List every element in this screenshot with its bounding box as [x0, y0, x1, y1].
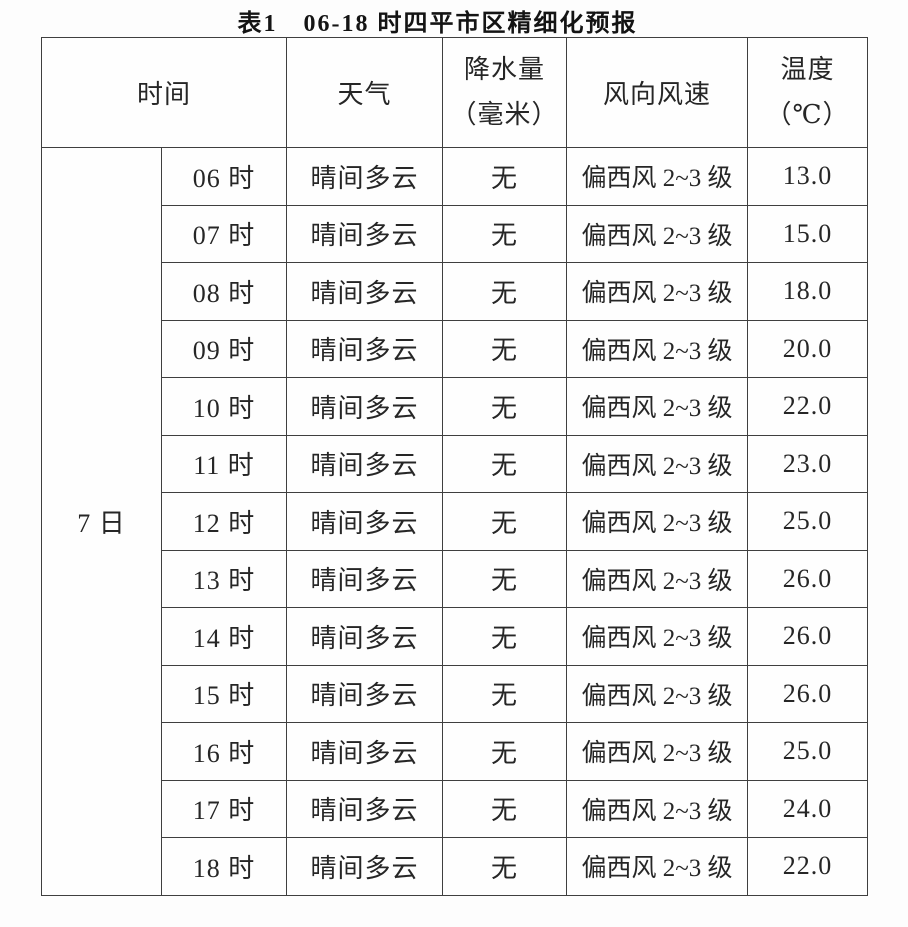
hour-cell: 18 时 — [160, 837, 288, 896]
header-row: 时间 天气 降水量 （毫米） 风向风速 温度 （℃） — [40, 37, 869, 148]
temp-cell: 25.0 — [747, 492, 869, 551]
table-title: 表1 06-18 时四平市区精细化预报 — [237, 11, 638, 37]
wind-cell: 偏西风 2~3 级 — [566, 377, 749, 436]
weather-cell: 晴间多云 — [286, 147, 444, 206]
precipitation-cell: 无 — [442, 664, 568, 723]
table-row: 18 时晴间多云无偏西风 2~3 级 22.0 — [42, 837, 869, 896]
temp-cell: 15.0 — [747, 204, 869, 263]
hour-cell: 15 时 — [160, 664, 288, 723]
date-cell: 7 日 — [41, 147, 162, 896]
weather-cell: 晴间多云 — [286, 434, 444, 493]
temp-cell: 22.0 — [747, 837, 869, 896]
col-header-wind: 风向风速 — [566, 37, 749, 148]
precipitation-cell: 无 — [442, 549, 568, 608]
wind-cell: 偏西风 2~3 级 — [566, 837, 749, 896]
temp-cell: 20.0 — [747, 319, 869, 378]
forecast-table: 时间 天气 降水量 （毫米） 风向风速 温度 （℃） 7 日 06 时晴间多云无偏… — [40, 37, 869, 896]
wind-cell: 偏西风 2~3 级 — [566, 204, 749, 263]
weather-cell: 晴间多云 — [286, 779, 444, 838]
precipitation-cell: 无 — [442, 319, 568, 378]
table-row: 13 时晴间多云无偏西风 2~3 级 26.0 — [42, 549, 869, 608]
col-header-precipitation-line2: （毫米） — [450, 99, 559, 129]
hour-cell: 09 时 — [160, 319, 288, 378]
weather-cell: 晴间多云 — [286, 549, 444, 608]
hour-cell: 06 时 — [160, 147, 288, 206]
temp-cell: 26.0 — [747, 664, 869, 723]
table-row: 09 时晴间多云无偏西风 2~3 级 20.0 — [42, 319, 869, 378]
wind-cell: 偏西风 2~3 级 — [566, 262, 749, 321]
table-row: 14 时晴间多云无偏西风 2~3 级 26.0 — [42, 607, 869, 666]
hour-cell: 07 时 — [160, 204, 288, 263]
weather-cell: 晴间多云 — [286, 319, 444, 378]
col-header-weather: 天气 — [286, 37, 444, 148]
weather-cell: 晴间多云 — [286, 377, 444, 436]
hour-cell: 10 时 — [160, 377, 288, 436]
precipitation-cell: 无 — [442, 492, 568, 551]
table-row: 17 时晴间多云无偏西风 2~3 级 24.0 — [42, 779, 869, 838]
table-row: 15 时晴间多云无偏西风 2~3 级 26.0 — [42, 664, 869, 723]
forecast-table-body: 7 日 06 时晴间多云无偏西风 2~3 级 13.0 07 时晴间多云无偏西风 2~… — [41, 147, 869, 896]
precipitation-cell: 无 — [442, 204, 568, 263]
weather-cell: 晴间多云 — [286, 664, 444, 723]
table-row: 11 时晴间多云无偏西风 2~3 级 23.0 — [42, 434, 869, 493]
wind-cell: 偏西风 2~3 级 — [566, 779, 749, 838]
temp-cell: 25.0 — [747, 722, 869, 781]
wind-cell: 偏西风 2~3 级 — [566, 722, 749, 781]
precipitation-cell: 无 — [442, 147, 568, 206]
precipitation-cell: 无 — [442, 722, 568, 781]
col-header-temperature-line2: （℃） — [765, 99, 850, 129]
col-header-time: 时间 — [40, 37, 288, 148]
hour-cell: 12 时 — [160, 492, 288, 551]
col-header-precipitation: 降水量 （毫米） — [442, 37, 568, 148]
col-header-temperature-line1: 温度 — [780, 54, 835, 84]
hour-cell: 11 时 — [160, 434, 288, 493]
wind-cell: 偏西风 2~3 级 — [566, 492, 749, 551]
hour-cell: 16 时 — [160, 722, 288, 781]
table-row: 10 时晴间多云无偏西风 2~3 级 22.0 — [42, 377, 869, 436]
hour-cell: 08 时 — [160, 262, 288, 321]
precipitation-cell: 无 — [442, 262, 568, 321]
wind-cell: 偏西风 2~3 级 — [566, 664, 749, 723]
temp-cell: 26.0 — [747, 549, 869, 608]
precipitation-cell: 无 — [442, 607, 568, 666]
hour-cell: 17 时 — [160, 779, 288, 838]
weather-cell: 晴间多云 — [286, 607, 444, 666]
table-row: 08 时晴间多云无偏西风 2~3 级 18.0 — [42, 262, 869, 321]
table-row: 07 时晴间多云无偏西风 2~3 级 15.0 — [42, 204, 869, 263]
precipitation-cell: 无 — [442, 837, 568, 896]
col-header-precipitation-line1: 降水量 — [464, 54, 546, 84]
table-row: 16 时晴间多云无偏西风 2~3 级 25.0 — [42, 722, 869, 781]
wind-cell: 偏西风 2~3 级 — [566, 434, 749, 493]
wind-cell: 偏西风 2~3 级 — [566, 607, 749, 666]
temp-cell: 13.0 — [747, 147, 869, 206]
weather-cell: 晴间多云 — [286, 262, 444, 321]
temp-cell: 18.0 — [747, 262, 869, 321]
precipitation-cell: 无 — [442, 779, 568, 838]
hour-cell: 14 时 — [160, 607, 288, 666]
table-row: 7 日 06 时晴间多云无偏西风 2~3 级 13.0 — [41, 147, 869, 896]
wind-cell: 偏西风 2~3 级 — [566, 549, 749, 608]
weather-cell: 晴间多云 — [286, 837, 444, 896]
table-row: 12 时晴间多云无偏西风 2~3 级 25.0 — [42, 492, 869, 551]
temp-cell: 23.0 — [747, 434, 869, 493]
precipitation-cell: 无 — [442, 434, 568, 493]
wind-cell: 偏西风 2~3 级 — [566, 147, 749, 206]
col-header-temperature: 温度 （℃） — [747, 37, 869, 148]
temp-cell: 22.0 — [747, 377, 869, 436]
temp-cell: 24.0 — [747, 779, 869, 838]
precipitation-cell: 无 — [442, 377, 568, 436]
hour-cell: 13 时 — [160, 549, 288, 608]
wind-cell: 偏西风 2~3 级 — [566, 319, 749, 378]
weather-cell: 晴间多云 — [286, 492, 444, 551]
weather-cell: 晴间多云 — [286, 204, 444, 263]
weather-cell: 晴间多云 — [286, 722, 444, 781]
temp-cell: 26.0 — [747, 607, 869, 666]
